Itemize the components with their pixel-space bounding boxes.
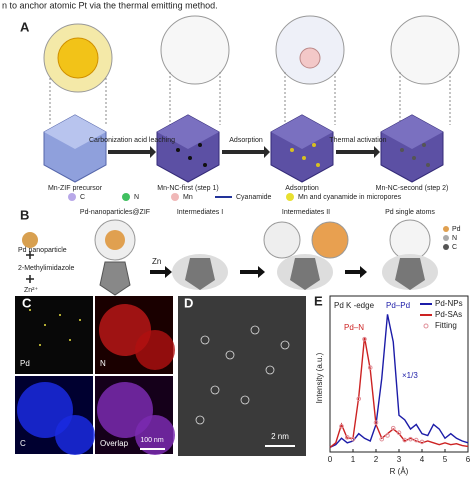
x-tick-label: 1 xyxy=(351,455,356,464)
map-label: C xyxy=(20,439,26,448)
reagent-label: Zn²⁺ xyxy=(24,287,39,294)
panel-a-art xyxy=(43,15,460,201)
plot-frame xyxy=(329,295,469,453)
x-tick-label: 6 xyxy=(466,455,471,464)
fit-point xyxy=(362,336,367,342)
caption: n to anchor atomic Pt via the thermal em… xyxy=(2,0,218,10)
fit-point xyxy=(373,420,379,425)
x-tick-label: 3 xyxy=(397,455,402,464)
stage-label: Pd single atoms xyxy=(385,209,435,216)
legend-label: N xyxy=(134,194,139,201)
fit-point xyxy=(344,435,350,440)
legend-label: Cyanamide xyxy=(236,194,272,201)
fit-point xyxy=(356,396,362,402)
reagent-label: Pd nanoparticle xyxy=(18,247,67,254)
stage-label: Adsorption xyxy=(285,185,319,192)
x-tick-label: 5 xyxy=(443,455,448,464)
arrow-label: Thermal activation xyxy=(329,137,386,144)
legend-label: N xyxy=(452,235,457,242)
x-axis-label: R (Å) xyxy=(390,467,409,476)
legend-label: C xyxy=(80,194,85,201)
series-line xyxy=(329,337,469,448)
stage-label: Mn-NC-second (step 2) xyxy=(376,185,449,192)
stage-label: Intermediates I xyxy=(177,209,223,216)
series-line xyxy=(329,314,469,449)
stage-label: Intermediates II xyxy=(282,209,330,216)
scale-bar-label: 100 nm xyxy=(140,437,164,444)
legend-marker xyxy=(423,323,429,329)
fit-point xyxy=(402,437,408,443)
legend-label: Pd-SAs xyxy=(435,310,462,319)
panel-c-art xyxy=(15,296,175,455)
panel-d-art xyxy=(178,296,306,456)
legend-label: C xyxy=(452,244,457,251)
arrow-label: Carbonization acid leaching xyxy=(89,137,175,144)
map-label: N xyxy=(100,359,106,368)
panel-label: B xyxy=(20,207,29,222)
panel-label: D xyxy=(184,295,193,310)
x-tick-label: 0 xyxy=(328,455,333,464)
map-label: Overlap xyxy=(100,439,129,448)
x-tick-label: 4 xyxy=(420,455,425,464)
reagent-label: 2-Methylimidazole xyxy=(18,265,75,272)
annotation: Pd K -edge xyxy=(334,301,375,310)
fit-point xyxy=(413,437,419,443)
x-tick-label: 2 xyxy=(374,455,379,464)
fit-point xyxy=(396,430,402,436)
fit-point xyxy=(419,439,425,445)
annotation: Pd–N xyxy=(344,323,364,332)
y-axis-label: Intensity (a.u.) xyxy=(315,352,324,403)
stage-label: Pd-nanoparticles@ZIF xyxy=(80,209,150,216)
stage-label: Mn-NC-first (step 1) xyxy=(157,185,218,192)
legend-label: Pd xyxy=(452,226,461,233)
legend-label: Mn xyxy=(183,194,193,201)
arrow-label: Adsorption xyxy=(229,137,263,144)
fit-point xyxy=(385,433,390,438)
panel-b-art xyxy=(22,219,449,296)
panel-label: C xyxy=(22,295,32,310)
legend-label: Mn and cyanamide in micropores xyxy=(298,194,402,201)
fit-point xyxy=(350,436,356,442)
stage-label: Mn-ZIF precursor xyxy=(48,185,103,192)
annotation: ×1/3 xyxy=(402,371,418,380)
fit-point xyxy=(379,436,385,442)
panel-label: E xyxy=(314,293,323,308)
arrow-label: Zn xyxy=(152,257,161,266)
fit-point xyxy=(339,424,344,429)
legend-label: Pd-NPs xyxy=(435,299,463,308)
fit-point xyxy=(390,425,396,431)
map-label: Pd xyxy=(20,359,30,368)
scale-bar-label: 2 nm xyxy=(271,432,289,441)
annotation: Pd–Pd xyxy=(386,301,410,310)
fit-point xyxy=(408,436,413,442)
legend-label: Fitting xyxy=(435,321,457,330)
fit-point xyxy=(367,365,373,370)
panel-label: A xyxy=(20,19,30,34)
